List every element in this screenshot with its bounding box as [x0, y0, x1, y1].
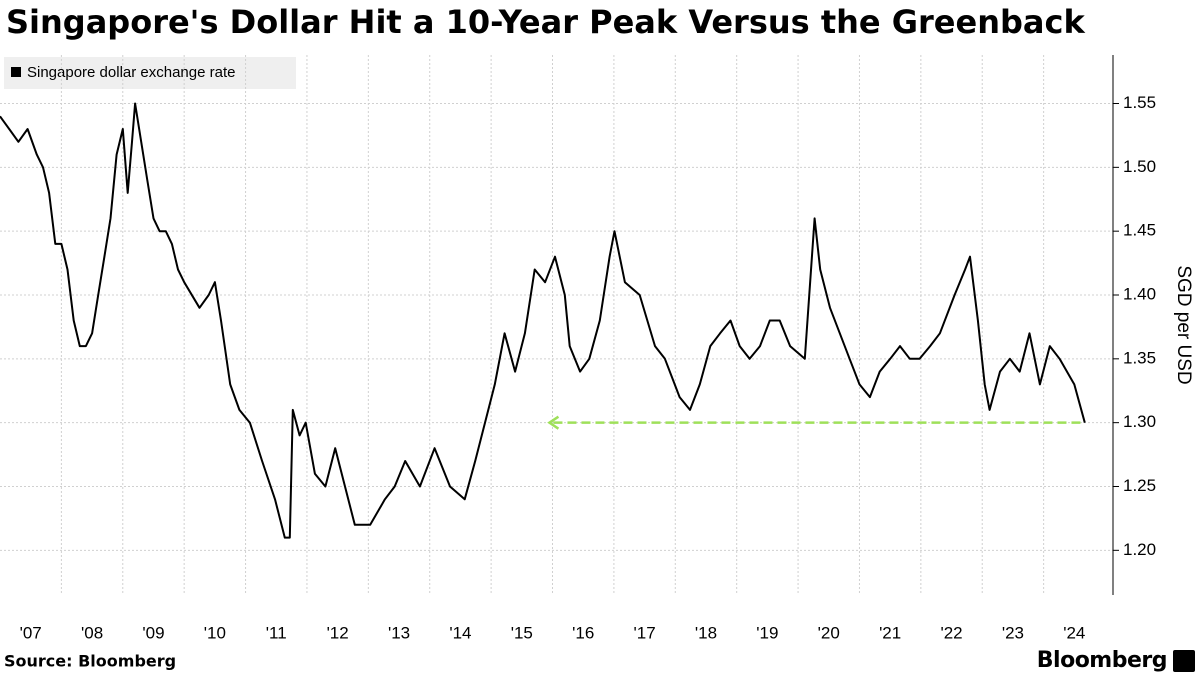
- y-tick-label: 1.50: [1123, 157, 1156, 176]
- y-tick-label: 1.55: [1123, 93, 1156, 112]
- x-tick-label: '16: [572, 623, 594, 642]
- y-tick-label: 1.20: [1123, 540, 1156, 559]
- x-tick-label: '18: [695, 623, 717, 642]
- x-tick-label: '17: [634, 623, 656, 642]
- y-tick-label: 1.25: [1123, 476, 1156, 495]
- x-tick-label: '07: [20, 623, 42, 642]
- arrow-head: [547, 415, 560, 430]
- x-tick-label: '15: [511, 623, 533, 642]
- x-tick-label: '10: [204, 623, 226, 642]
- x-tick-label: '23: [1002, 623, 1024, 642]
- legend-box: [4, 57, 296, 89]
- y-tick-label: 1.35: [1123, 348, 1156, 367]
- x-tick-label: '20: [818, 623, 840, 642]
- x-tick-label: '24: [1063, 623, 1085, 642]
- x-tick-label: '22: [940, 623, 962, 642]
- brand: Bloomberg: [1037, 648, 1167, 673]
- brand-icon: [1173, 650, 1195, 672]
- x-tick-label: '13: [388, 623, 410, 642]
- x-tick-label: '14: [449, 623, 471, 642]
- y-tick-label: 1.45: [1123, 221, 1156, 240]
- legend-swatch: [11, 67, 21, 77]
- y-axis-label: SGD per USD: [1173, 265, 1194, 384]
- y-tick-label: 1.30: [1123, 412, 1156, 431]
- y-tick-label: 1.40: [1123, 284, 1156, 303]
- chart-title: Singapore's Dollar Hit a 10-Year Peak Ve…: [6, 3, 1085, 41]
- legend-label: Singapore dollar exchange rate: [27, 64, 235, 81]
- x-tick-label: '21: [879, 623, 901, 642]
- x-tick-label: '11: [266, 623, 287, 642]
- x-tick-label: '12: [327, 623, 349, 642]
- x-tick-label: '08: [81, 623, 103, 642]
- x-tick-label: '19: [756, 623, 778, 642]
- source: Source: Bloomberg: [4, 652, 176, 671]
- x-tick-label: '09: [142, 623, 164, 642]
- series-line: [0, 102, 1086, 539]
